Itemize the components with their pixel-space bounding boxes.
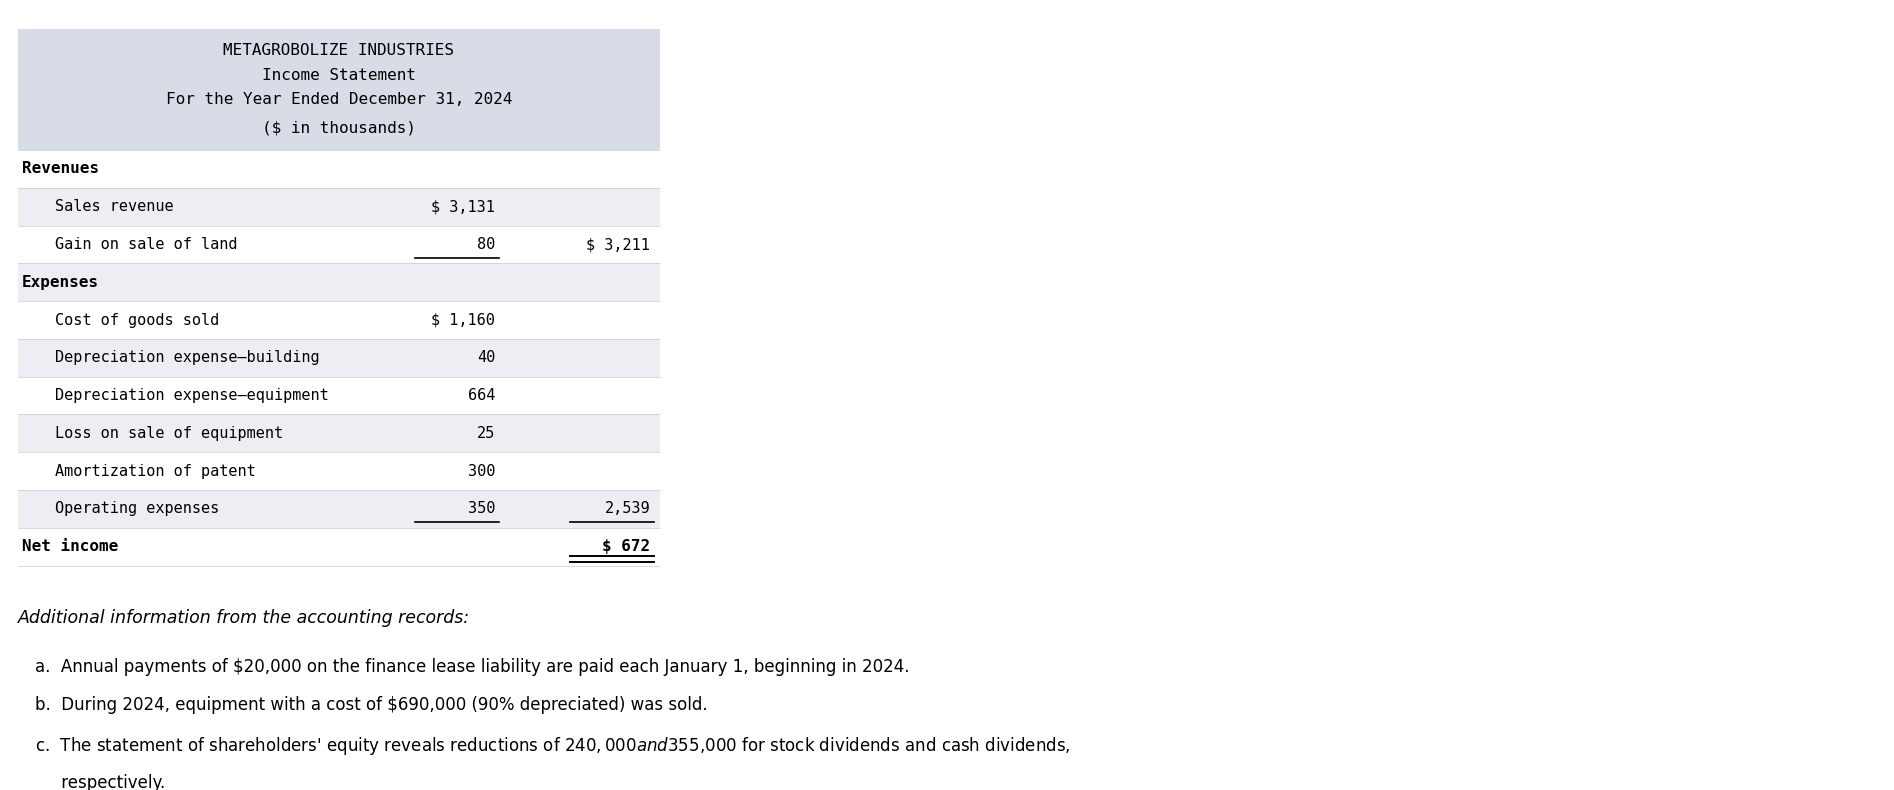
Text: Operating expenses: Operating expenses: [55, 502, 220, 517]
Text: Revenues: Revenues: [23, 161, 98, 176]
Bar: [19, 301, 659, 339]
Text: Depreciation expense–building: Depreciation expense–building: [55, 350, 320, 365]
Bar: [19, 452, 659, 490]
Text: Expenses: Expenses: [23, 275, 98, 290]
Text: c.  The statement of shareholders' equity reveals reductions of $240,000 and $35: c. The statement of shareholders' equity…: [34, 735, 1070, 757]
Text: 350: 350: [468, 502, 494, 517]
Text: Income Statement: Income Statement: [261, 68, 417, 82]
Text: Additional information from the accounting records:: Additional information from the accounti…: [19, 609, 470, 627]
Text: For the Year Ended December 31, 2024: For the Year Ended December 31, 2024: [167, 92, 511, 107]
Text: $ 3,211: $ 3,211: [585, 237, 650, 252]
Text: Cost of goods sold: Cost of goods sold: [55, 313, 220, 328]
Text: 300: 300: [468, 464, 494, 479]
Text: a.  Annual payments of $20,000 on the finance lease liability are paid each Janu: a. Annual payments of $20,000 on the fin…: [34, 657, 909, 675]
Bar: [19, 490, 659, 528]
Text: Net income: Net income: [23, 540, 117, 555]
Bar: [19, 415, 659, 452]
Text: Gain on sale of land: Gain on sale of land: [55, 237, 237, 252]
Text: Amortization of patent: Amortization of patent: [55, 464, 256, 479]
Bar: [19, 263, 659, 301]
Bar: [19, 339, 659, 377]
Text: 2,539: 2,539: [604, 502, 650, 517]
Text: Loss on sale of equipment: Loss on sale of equipment: [55, 426, 282, 441]
Text: 25: 25: [477, 426, 494, 441]
Text: b.  During 2024, equipment with a cost of $690,000 (90% depreciated) was sold.: b. During 2024, equipment with a cost of…: [34, 696, 708, 714]
Bar: [19, 226, 659, 263]
Text: Depreciation expense–equipment: Depreciation expense–equipment: [55, 388, 330, 403]
FancyBboxPatch shape: [19, 29, 659, 150]
Text: 40: 40: [477, 350, 494, 365]
Text: 80: 80: [477, 237, 494, 252]
Bar: [19, 377, 659, 415]
Text: 664: 664: [468, 388, 494, 403]
Text: Sales revenue: Sales revenue: [55, 199, 174, 214]
Bar: [19, 188, 659, 226]
Text: $ 1,160: $ 1,160: [432, 313, 494, 328]
Text: ($ in thousands): ($ in thousands): [261, 121, 417, 136]
Text: $ 3,131: $ 3,131: [432, 199, 494, 214]
Bar: [19, 528, 659, 566]
Text: METAGROBOLIZE INDUSTRIES: METAGROBOLIZE INDUSTRIES: [223, 43, 455, 58]
Bar: [19, 150, 659, 188]
Text: respectively.: respectively.: [34, 773, 165, 790]
Text: $ 672: $ 672: [602, 540, 650, 555]
